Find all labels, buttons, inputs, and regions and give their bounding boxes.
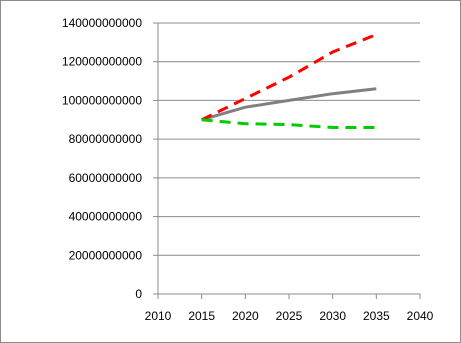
x-tick-label: 2025 [276,309,303,323]
x-tick-label: 2010 [145,309,172,323]
x-tick-label: 2030 [319,309,346,323]
y-tick-label: 20000000000 [69,248,143,262]
y-tick-labels: 0 20000000000 40000000000 60000000000 800000… [62,16,142,301]
y-tick-label: 0 [135,287,142,301]
gridlines [158,22,420,256]
x-tick-label: 2035 [363,309,390,323]
y-tick-label: 140000000000 [62,16,142,30]
x-tick-labels: 2010 2015 2020 2025 2030 2035 2040 [145,309,434,323]
series-line-1 [201,87,377,122]
x-tick-label: 2020 [232,309,259,323]
x-tick-label: 2040 [407,309,434,323]
axes [153,22,421,299]
y-tick-label: 40000000000 [69,210,143,224]
y-tick-label: 60000000000 [69,171,143,185]
series-group [201,33,377,129]
y-tick-label: 120000000000 [62,55,142,69]
y-tick-label: 100000000000 [62,93,142,107]
x-tick-label: 2015 [188,309,215,323]
y-tick-label: 80000000000 [69,132,143,146]
series-line-3 [201,118,377,129]
